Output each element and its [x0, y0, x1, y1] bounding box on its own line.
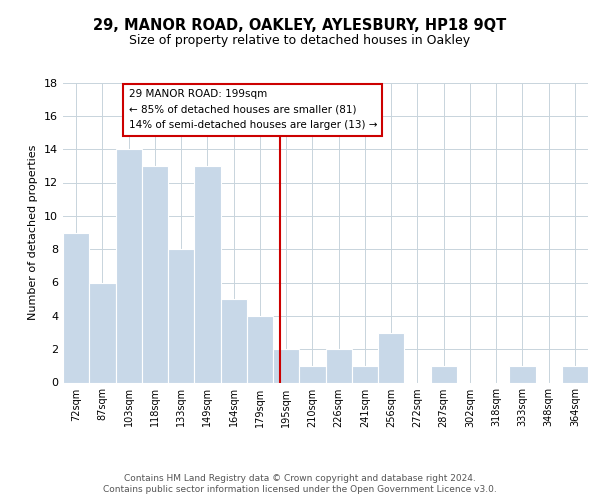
Bar	[273, 349, 299, 382]
Text: 29 MANOR ROAD: 199sqm
← 85% of detached houses are smaller (81)
14% of semi-deta: 29 MANOR ROAD: 199sqm ← 85% of detached …	[128, 89, 377, 130]
Bar	[142, 166, 168, 382]
Bar	[115, 149, 142, 382]
Text: 29, MANOR ROAD, OAKLEY, AYLESBURY, HP18 9QT: 29, MANOR ROAD, OAKLEY, AYLESBURY, HP18 …	[94, 18, 506, 32]
Bar	[89, 282, 115, 382]
Bar	[247, 316, 273, 382]
Bar	[168, 249, 194, 382]
Text: Size of property relative to detached houses in Oakley: Size of property relative to detached ho…	[130, 34, 470, 47]
Text: Contains HM Land Registry data © Crown copyright and database right 2024.: Contains HM Land Registry data © Crown c…	[124, 474, 476, 483]
Bar	[378, 332, 404, 382]
Bar	[221, 299, 247, 382]
Bar	[299, 366, 325, 382]
Text: Contains public sector information licensed under the Open Government Licence v3: Contains public sector information licen…	[103, 485, 497, 494]
Bar	[562, 366, 588, 382]
Bar	[325, 349, 352, 382]
Y-axis label: Number of detached properties: Number of detached properties	[28, 145, 38, 320]
Bar	[63, 232, 89, 382]
Bar	[509, 366, 536, 382]
Bar	[194, 166, 221, 382]
Bar	[431, 366, 457, 382]
Bar	[352, 366, 378, 382]
